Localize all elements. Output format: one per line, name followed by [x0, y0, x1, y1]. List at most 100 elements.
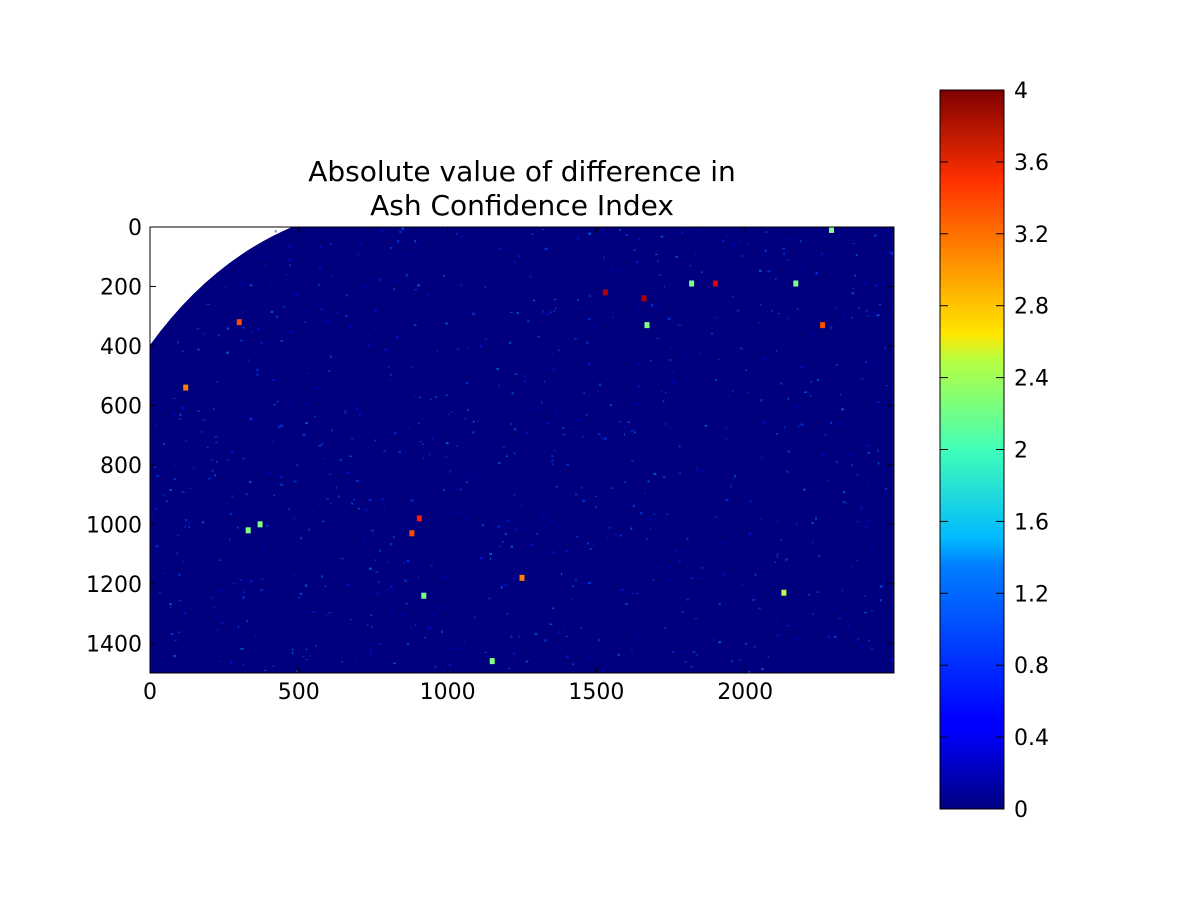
noise-speckle [786, 259, 790, 261]
noise-speckle [369, 652, 373, 655]
noise-speckle [878, 303, 881, 306]
noise-speckle [542, 310, 544, 313]
noise-speckle [464, 640, 466, 643]
noise-speckle [330, 429, 333, 432]
noise-speckle [241, 648, 244, 650]
noise-speckle [156, 475, 160, 477]
noise-speckle [508, 343, 511, 345]
noise-speckle [510, 635, 513, 638]
noise-speckle [887, 622, 890, 625]
noise-speckle [388, 379, 391, 382]
noise-speckle [297, 597, 301, 599]
noise-speckle [329, 473, 331, 476]
noise-speckle [479, 557, 483, 560]
noise-speckle [445, 394, 449, 397]
noise-speckle [308, 528, 311, 531]
noise-speckle [569, 426, 572, 429]
noise-speckle [448, 663, 452, 666]
colorbar-tick-label: 3.2 [1014, 223, 1049, 248]
noise-speckle [485, 338, 488, 341]
noise-speckle [229, 538, 231, 541]
noise-speckle [736, 309, 740, 312]
noise-speckle [447, 413, 450, 415]
noise-speckle [562, 433, 566, 436]
noise-speckle [880, 599, 882, 602]
noise-speckle [732, 296, 734, 298]
noise-speckle [525, 660, 528, 663]
noise-speckle [214, 429, 217, 432]
noise-speckle [165, 500, 169, 503]
noise-speckle [371, 626, 373, 628]
noise-speckle [826, 480, 829, 482]
noise-speckle [871, 610, 874, 612]
noise-speckle [700, 377, 702, 380]
noise-speckle [875, 352, 878, 355]
noise-speckle [375, 644, 379, 646]
noise-speckle [517, 254, 521, 258]
noise-layer [152, 227, 894, 673]
noise-speckle [341, 660, 343, 663]
y-tick-label: 400 [100, 335, 142, 360]
noise-speckle [357, 507, 360, 510]
noise-speckle [393, 662, 397, 665]
noise-speckle [645, 538, 649, 541]
noise-speckle [248, 610, 250, 613]
noise-speckle [388, 366, 390, 368]
plot-frame [149, 226, 895, 674]
noise-speckle [394, 432, 397, 435]
noise-speckle [851, 238, 855, 241]
noise-speckle [539, 463, 541, 466]
noise-speckle [796, 522, 799, 525]
noise-speckle [758, 321, 760, 324]
chart-title-line-2: Ash Confidence Index [370, 189, 674, 222]
noise-speckle [376, 592, 380, 595]
noise-speckle [346, 266, 350, 269]
noise-speckle [249, 417, 253, 420]
noise-speckle [730, 485, 732, 488]
noise-speckle [827, 635, 831, 638]
noise-speckle [780, 382, 783, 385]
noise-speckle [277, 426, 281, 429]
noise-speckle [417, 576, 419, 578]
noise-speckle [184, 525, 186, 528]
noise-speckle [681, 231, 684, 234]
noise-speckle [722, 240, 725, 243]
noise-speckle [295, 670, 299, 672]
x-tick-label: 0 [143, 680, 157, 705]
noise-speckle [329, 355, 333, 358]
noise-speckle [368, 498, 372, 501]
noise-speckle [874, 284, 877, 287]
noise-speckle [379, 549, 382, 552]
noise-speckle [589, 548, 592, 550]
noise-speckle [309, 654, 311, 657]
y-axis: 0 200 400 600 800 1000 1200 1400 [86, 216, 894, 657]
noise-speckle [542, 513, 544, 516]
noise-speckle [802, 259, 805, 262]
noise-speckle [178, 418, 182, 420]
noise-speckle [808, 593, 811, 596]
noise-speckle [631, 460, 634, 462]
noise-speckle [713, 638, 715, 641]
noise-speckle [625, 234, 629, 236]
noise-speckle [554, 411, 558, 414]
noise-speckle [518, 635, 521, 638]
noise-speckle [690, 665, 693, 668]
noise-speckle [311, 511, 313, 513]
noise-speckle [781, 247, 785, 250]
noise-speckle [629, 338, 631, 341]
x-tick-label: 2000 [717, 680, 773, 705]
noise-speckle [602, 256, 605, 259]
noise-speckle [265, 524, 269, 527]
noise-speckle [532, 512, 534, 514]
noise-speckle [347, 583, 350, 587]
noise-speckle [355, 657, 358, 659]
noise-speckle [655, 253, 658, 256]
noise-speckle [330, 274, 333, 278]
noise-speckle [477, 420, 479, 422]
noise-speckle [681, 649, 685, 652]
data-cell [781, 589, 787, 596]
noise-speckle [585, 413, 588, 417]
noise-speckle [856, 474, 859, 476]
noise-speckle [871, 547, 874, 550]
noise-speckle [487, 508, 490, 510]
